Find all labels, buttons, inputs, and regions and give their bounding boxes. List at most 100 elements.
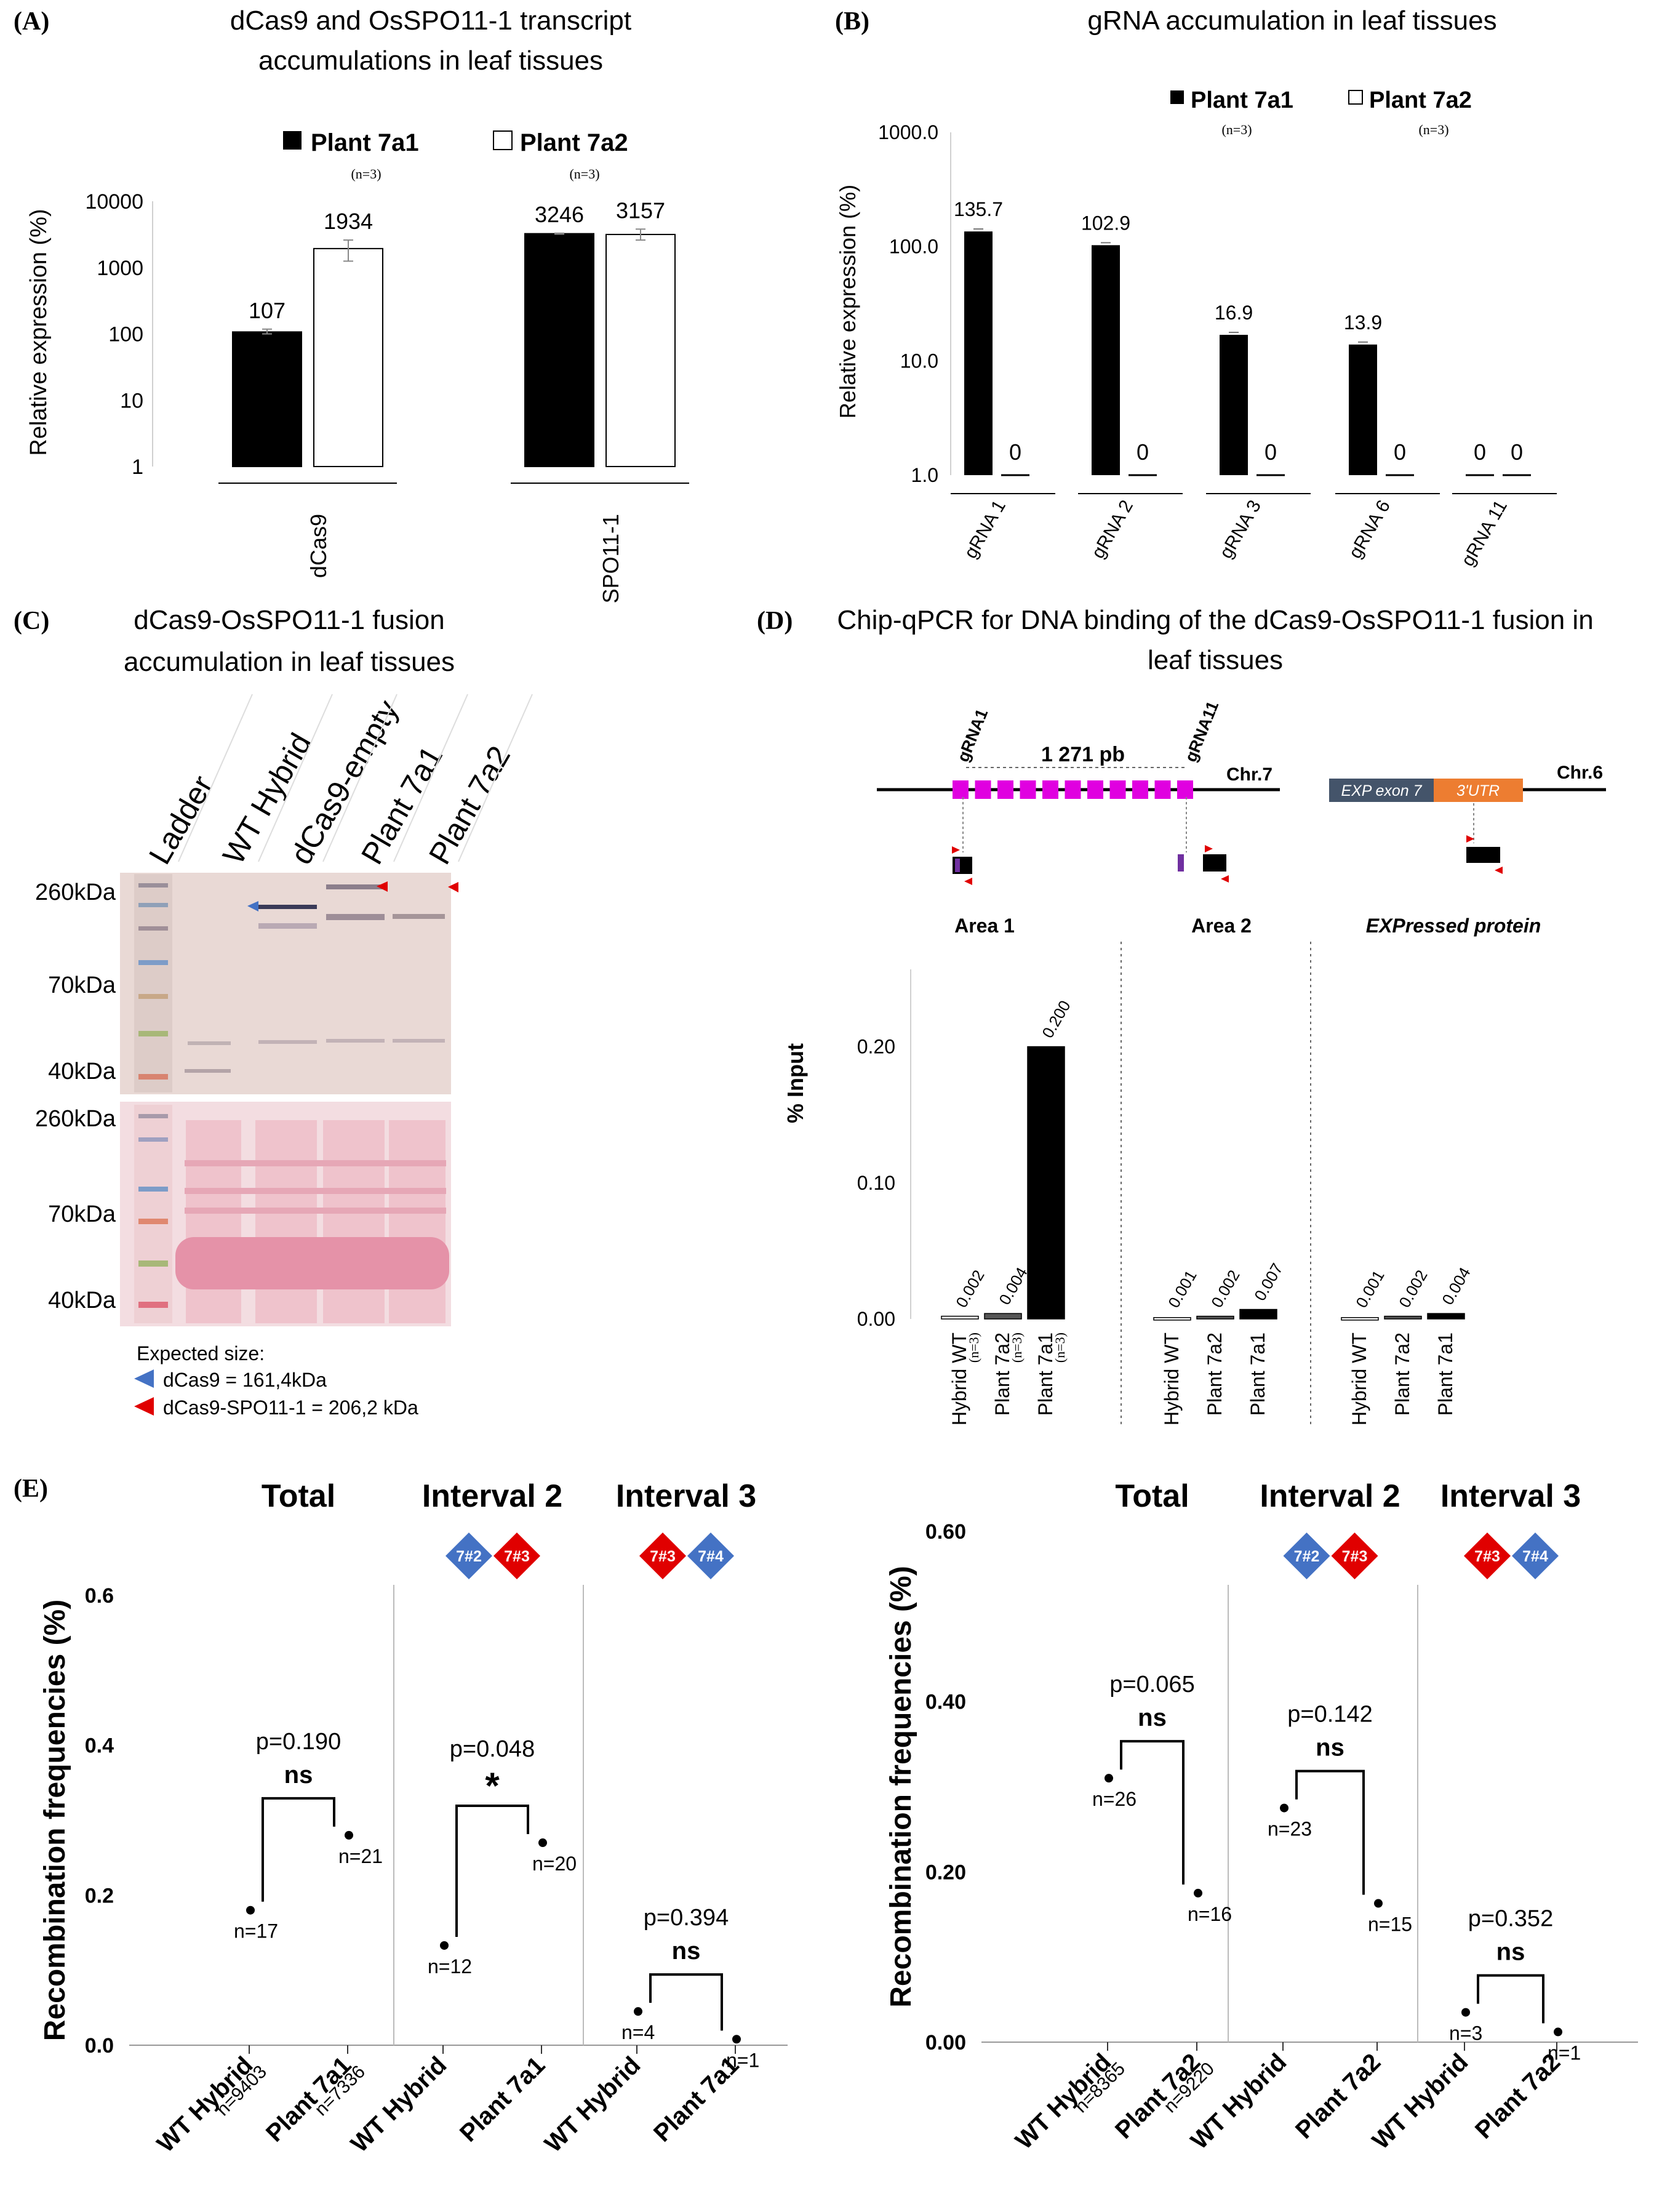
- y-tick-label: 0.20: [857, 1036, 895, 1058]
- y-tick-label: 0.40: [925, 1691, 966, 1714]
- data-label: 135.7: [954, 198, 1003, 220]
- p-value: p=0.065: [1109, 1672, 1194, 1697]
- marker-label: 7#2: [456, 1548, 482, 1565]
- grna-target-site: [1132, 780, 1148, 799]
- point-n-label: n=1: [726, 2049, 759, 2071]
- p-value: p=0.190: [256, 1729, 341, 1755]
- expected-size-title: Expected size:: [137, 1342, 265, 1364]
- bar-7a1: [964, 231, 993, 475]
- data-label: 0.002: [952, 1267, 988, 1310]
- data-label: 13.9: [1344, 311, 1382, 334]
- x-tick-n: (n=3): [1052, 1332, 1068, 1363]
- band-7a2-low: [393, 1039, 445, 1043]
- panel-a-letter: (A): [14, 7, 49, 36]
- panel-b-legend: Plant 7a1 (n=3) Plant 7a2 (n=3): [1170, 87, 1472, 137]
- point-n-label: n=23: [1268, 1818, 1312, 1840]
- y-tick-label: 1: [132, 455, 143, 479]
- data-label: 107: [249, 298, 286, 323]
- x-tick-label: WT Hybrid: [540, 2051, 646, 2158]
- chr6-label: Chr.6: [1557, 763, 1603, 783]
- area1-label: Area 1: [954, 915, 1015, 937]
- amplicon-exp: [1466, 847, 1500, 863]
- x-tick-label: WT Hybrid: [1010, 2048, 1117, 2155]
- ladder-band: [138, 903, 168, 907]
- x-tick-label: Hybrid WT: [1161, 1332, 1183, 1425]
- ponceau-band: [185, 1160, 446, 1166]
- marker-diamond: [1512, 1533, 1559, 1579]
- bar-7a1: [1220, 335, 1248, 475]
- significance-bracket: [649, 1973, 723, 2031]
- chart-e-left: 0.0 0.2 0.4 0.6 Recombination frequencies (%…: [39, 1478, 788, 2158]
- data-label: 0.002: [1207, 1267, 1244, 1310]
- data-label: 0.001: [1164, 1267, 1201, 1311]
- group-title: Total: [262, 1478, 335, 1514]
- marker-label: 7#4: [1522, 1548, 1548, 1565]
- grna-target-site: [953, 780, 969, 799]
- bar: [1027, 1046, 1065, 1320]
- y-tick-label: 0.2: [85, 1884, 114, 1907]
- band-dcas9-empty-faint: [258, 923, 317, 929]
- band-wt-lowest: [185, 1069, 231, 1073]
- blot-lane-guides: [178, 694, 533, 862]
- point-n-label: n=15: [1368, 1913, 1412, 1936]
- panel-c-letter: (C): [14, 607, 49, 635]
- ladder-lane-top: [134, 874, 172, 1092]
- amplicon-area2-site: [1178, 854, 1184, 872]
- data-label: 0.004: [995, 1264, 1031, 1308]
- data-point: [440, 1941, 449, 1950]
- x-tick-label: Hybrid WT: [948, 1332, 970, 1425]
- ladder-band: [138, 1219, 168, 1224]
- legend-swatch-7a2: [1348, 90, 1363, 105]
- ladder-band: [138, 1114, 168, 1118]
- marker-40-bottom: 40kDa: [48, 1288, 116, 1313]
- bar: [941, 1315, 979, 1320]
- x-tick-label: SPO11-1: [598, 514, 623, 603]
- x-tick-n: (n=3): [966, 1332, 981, 1363]
- legend-label-7a2: Plant 7a2: [1369, 87, 1472, 113]
- bar-7a2: [605, 233, 676, 467]
- ponceau-lane: [186, 1120, 241, 1323]
- marker-label: 7#3: [1474, 1548, 1500, 1565]
- exp-exon-label: EXP exon 7: [1341, 782, 1422, 799]
- panel-c-title-line1: dCas9-OsSPO11-1 fusion: [134, 605, 444, 635]
- y-axis-label: Recombination frequencies (%): [39, 1600, 71, 2041]
- data-point: [246, 1905, 255, 1915]
- y-tick-label: 100.0: [889, 236, 938, 258]
- group-title: Interval 3: [1440, 1478, 1581, 1514]
- primer-arrow: [1205, 845, 1213, 852]
- marker-diamond: [687, 1533, 734, 1579]
- band-dcas9-low: [258, 1040, 317, 1044]
- x-tick-label: Plant 7a2: [1391, 1332, 1413, 1416]
- data-point: [1374, 1899, 1383, 1908]
- panel-a-title-line2: accumulations in leaf tissues: [258, 46, 603, 76]
- area2-label: Area 2: [1191, 915, 1252, 937]
- ponceau-band: [185, 1208, 446, 1214]
- y-tick-label: 0.60: [925, 1520, 966, 1544]
- significance-label: ns: [1316, 1734, 1344, 1761]
- blue-arrowhead: [247, 901, 258, 912]
- group-title: Interval 3: [616, 1478, 756, 1514]
- ponceau-lane: [389, 1120, 445, 1323]
- data-label: 0.007: [1250, 1260, 1287, 1304]
- data-label: 0.002: [1395, 1267, 1431, 1310]
- marker-diamond: [1283, 1533, 1330, 1579]
- x-tick-label: dCas9: [306, 514, 331, 578]
- grna1-label: gRNA1: [954, 707, 992, 765]
- blot-top-membrane: [120, 873, 451, 1094]
- data-label: 0: [1137, 439, 1149, 465]
- legend-n-7a2: (n=3): [1418, 122, 1448, 137]
- panel-a-legend: Plant 7a1 (n=3) Plant 7a2 (n=3): [283, 129, 628, 182]
- data-label: 0: [1009, 439, 1021, 465]
- point-n-label: n=4: [621, 2021, 655, 2043]
- marker-diamond: [493, 1533, 540, 1579]
- legend-blue-arrowhead: [134, 1369, 154, 1388]
- point-n-label: n=16: [1188, 1903, 1232, 1925]
- x-tick-label: Plant 7a1: [455, 2051, 550, 2147]
- p-value: p=0.394: [644, 1905, 729, 1931]
- data-point: [634, 2007, 642, 2016]
- y-tick-label: 1000: [97, 257, 143, 280]
- marker-label: 7#3: [504, 1548, 530, 1565]
- grna-target-site: [1087, 780, 1103, 799]
- ladder-band: [138, 1260, 168, 1267]
- data-label: 0: [1511, 439, 1523, 465]
